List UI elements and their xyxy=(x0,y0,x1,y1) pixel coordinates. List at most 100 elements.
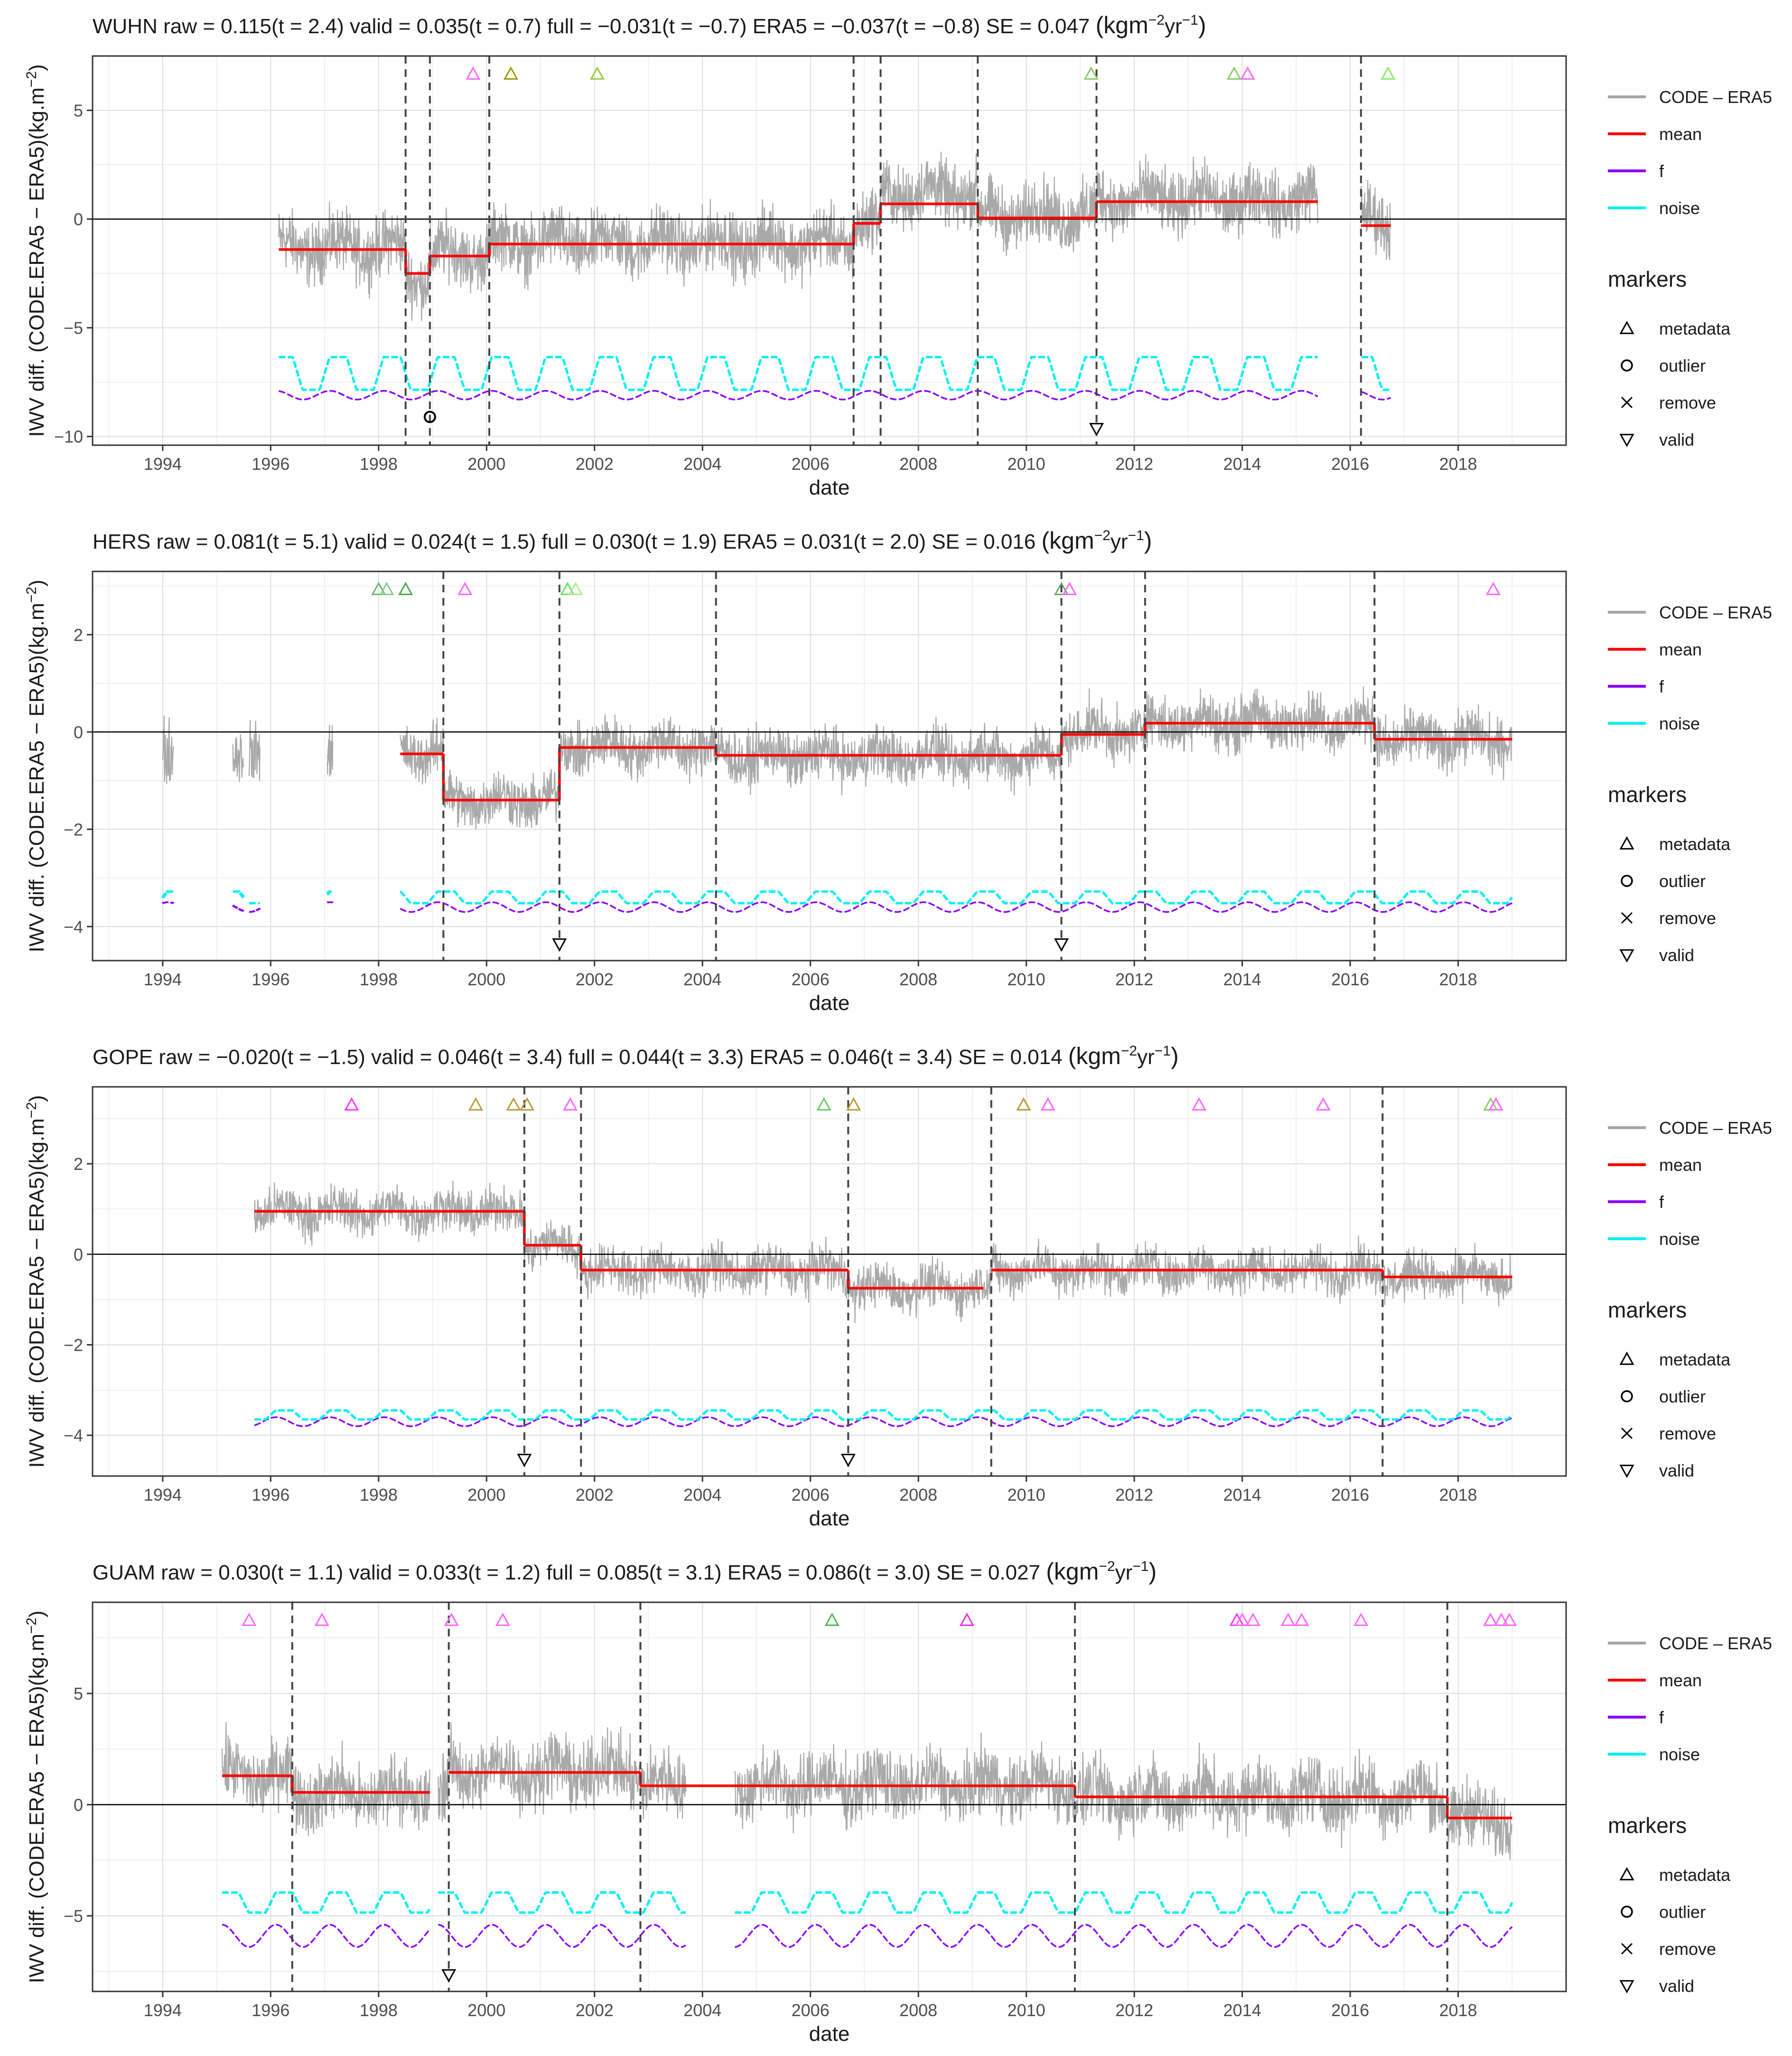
metadata-marker xyxy=(468,1097,484,1111)
metadata-marker xyxy=(568,581,583,595)
x-tick-label: 2002 xyxy=(576,1485,614,1505)
legend-label: f xyxy=(1659,677,1664,696)
y-tick-label: −4 xyxy=(64,917,83,936)
metadata-marker xyxy=(1235,1612,1250,1626)
series-code-era5 xyxy=(254,1180,1512,1323)
x-tick-label: 2010 xyxy=(1008,454,1045,474)
x-tick-label: 2006 xyxy=(792,1485,830,1505)
x-tick-label: 2000 xyxy=(467,2000,505,2020)
triangle-down-icon xyxy=(1619,949,1634,963)
metadata-marker xyxy=(1054,581,1069,595)
chart-panel-gope: GOPE raw = −0.020(t = −1.5) valid = 0.04… xyxy=(24,1043,1772,1530)
y-axis-label: IWV diff. (CODE.ERA5 − ERA5)(kg.m−2) xyxy=(24,579,48,952)
metadata-marker xyxy=(846,1097,861,1111)
legend: CODE – ERA5 mean f noise markers metadata outl… xyxy=(1608,1118,1772,1480)
legend-marker-label: valid xyxy=(1659,945,1694,965)
valid-marker xyxy=(552,938,567,952)
x-tick-label: 1998 xyxy=(360,2000,398,2020)
plot-content xyxy=(93,1602,1566,1991)
legend-marker-label: metadata xyxy=(1659,1350,1731,1369)
plot-content xyxy=(93,1087,1566,1476)
x-tick-label: 2006 xyxy=(792,2000,830,2020)
x-tick-label: 2004 xyxy=(683,970,721,989)
legend-marker-label: outlier xyxy=(1659,1387,1706,1406)
metadata-marker xyxy=(1353,1612,1369,1626)
plot-frame xyxy=(92,55,1567,446)
plot-frame xyxy=(92,1086,1567,1477)
x-tick-label: 2018 xyxy=(1439,2000,1477,2020)
y-tick-label: 2 xyxy=(74,1154,83,1174)
chart-title: HERS raw = 0.081(t = 5.1) valid = 0.024(… xyxy=(93,527,1152,554)
x-tick-label: 2014 xyxy=(1223,1485,1261,1505)
chart-title-main: HERS raw = 0.081(t = 5.1) valid = 0.024(… xyxy=(93,530,1042,553)
x-tick-label: 1996 xyxy=(252,1485,289,1505)
triangle-up-icon xyxy=(1619,1351,1634,1365)
x-tick-label: 1996 xyxy=(252,454,289,474)
legend-label: f xyxy=(1659,161,1664,181)
metadata-marker xyxy=(959,1612,975,1626)
x-tick-label: 2004 xyxy=(683,454,721,474)
plot-content xyxy=(93,56,1566,445)
legend-marker-label: outlier xyxy=(1659,1902,1706,1922)
legend: CODE – ERA5 mean f noise markers metadata outl… xyxy=(1608,87,1772,449)
x-tick-label: 2000 xyxy=(467,1485,505,1505)
chart-title-close: ) xyxy=(1148,1558,1157,1585)
metadata-marker xyxy=(379,581,394,595)
x-tick-label: 2016 xyxy=(1331,970,1369,989)
x-tick-label: 2014 xyxy=(1223,454,1261,474)
x-tick-label: 2010 xyxy=(1008,1485,1045,1505)
chart-title-close: ) xyxy=(1198,12,1206,38)
outlier-marker xyxy=(423,411,436,423)
y-tick-label: 2 xyxy=(74,625,83,645)
metadata-marker xyxy=(816,1097,831,1111)
chart-title-unit2: yr xyxy=(1111,530,1128,553)
metadata-marker xyxy=(1062,581,1077,595)
x-tick-label: 2018 xyxy=(1439,1485,1477,1505)
valid-marker xyxy=(441,1969,457,1983)
x-tick-label: 2010 xyxy=(1008,2000,1045,2020)
x-tick-label: 2016 xyxy=(1331,2000,1369,2020)
legend-markers-title: markers xyxy=(1608,1813,1687,1838)
legend-label: mean xyxy=(1659,640,1702,659)
circle-icon xyxy=(1621,1906,1633,1918)
legend-label: CODE – ERA5 xyxy=(1659,603,1772,622)
series-f xyxy=(254,1416,1512,1427)
y-tick-label: −4 xyxy=(64,1426,83,1445)
legend-label: CODE – ERA5 xyxy=(1659,1118,1772,1138)
metadata-marker xyxy=(1192,1097,1207,1111)
cross-icon xyxy=(1621,912,1633,924)
x-tick-label: 2004 xyxy=(683,1485,721,1505)
x-tick-label: 2008 xyxy=(899,2000,937,2020)
y-axis-label: IWV diff. (CODE.ERA5 − ERA5)(kg.m−2) xyxy=(24,1095,48,1467)
x-tick-label: 2014 xyxy=(1223,2000,1261,2020)
series-noise xyxy=(279,356,1391,391)
metadata-marker xyxy=(589,66,605,80)
chart-title-sup: −2 xyxy=(1099,1559,1115,1574)
metadata-marker xyxy=(495,1612,510,1626)
circle-icon xyxy=(1621,1390,1633,1402)
chart-title: GOPE raw = −0.020(t = −1.5) valid = 0.04… xyxy=(93,1043,1179,1069)
metadata-marker xyxy=(563,1097,578,1111)
metadata-marker xyxy=(1493,1612,1509,1626)
metadata-marker xyxy=(520,1097,535,1111)
x-tick-label: 1994 xyxy=(144,1485,182,1505)
y-tick-label: 0 xyxy=(74,210,83,229)
x-tick-label: 2008 xyxy=(899,454,937,474)
y-tick-label: −5 xyxy=(64,1906,83,1926)
chart-title-unit: (kgm xyxy=(1042,527,1094,554)
legend-label: CODE – ERA5 xyxy=(1659,1634,1772,1653)
y-axis-label: IWV diff. (CODE.ERA5 − ERA5)(kg.m−2) xyxy=(24,1610,48,1983)
legend-markers-title: markers xyxy=(1608,267,1687,291)
chart-title-unit2: yr xyxy=(1115,1561,1133,1584)
triangle-up-icon xyxy=(1619,320,1634,334)
metadata-marker xyxy=(242,1612,257,1626)
metadata-marker xyxy=(1316,1097,1331,1111)
legend-marker-label: outlier xyxy=(1659,871,1706,891)
legend-label: CODE – ERA5 xyxy=(1659,87,1772,107)
chart-title-sup2: −1 xyxy=(1155,1043,1171,1059)
x-tick-label: 2010 xyxy=(1008,970,1045,989)
plot-frame xyxy=(92,1601,1567,1992)
legend-label: mean xyxy=(1659,1671,1702,1690)
valid-marker xyxy=(517,1454,532,1467)
